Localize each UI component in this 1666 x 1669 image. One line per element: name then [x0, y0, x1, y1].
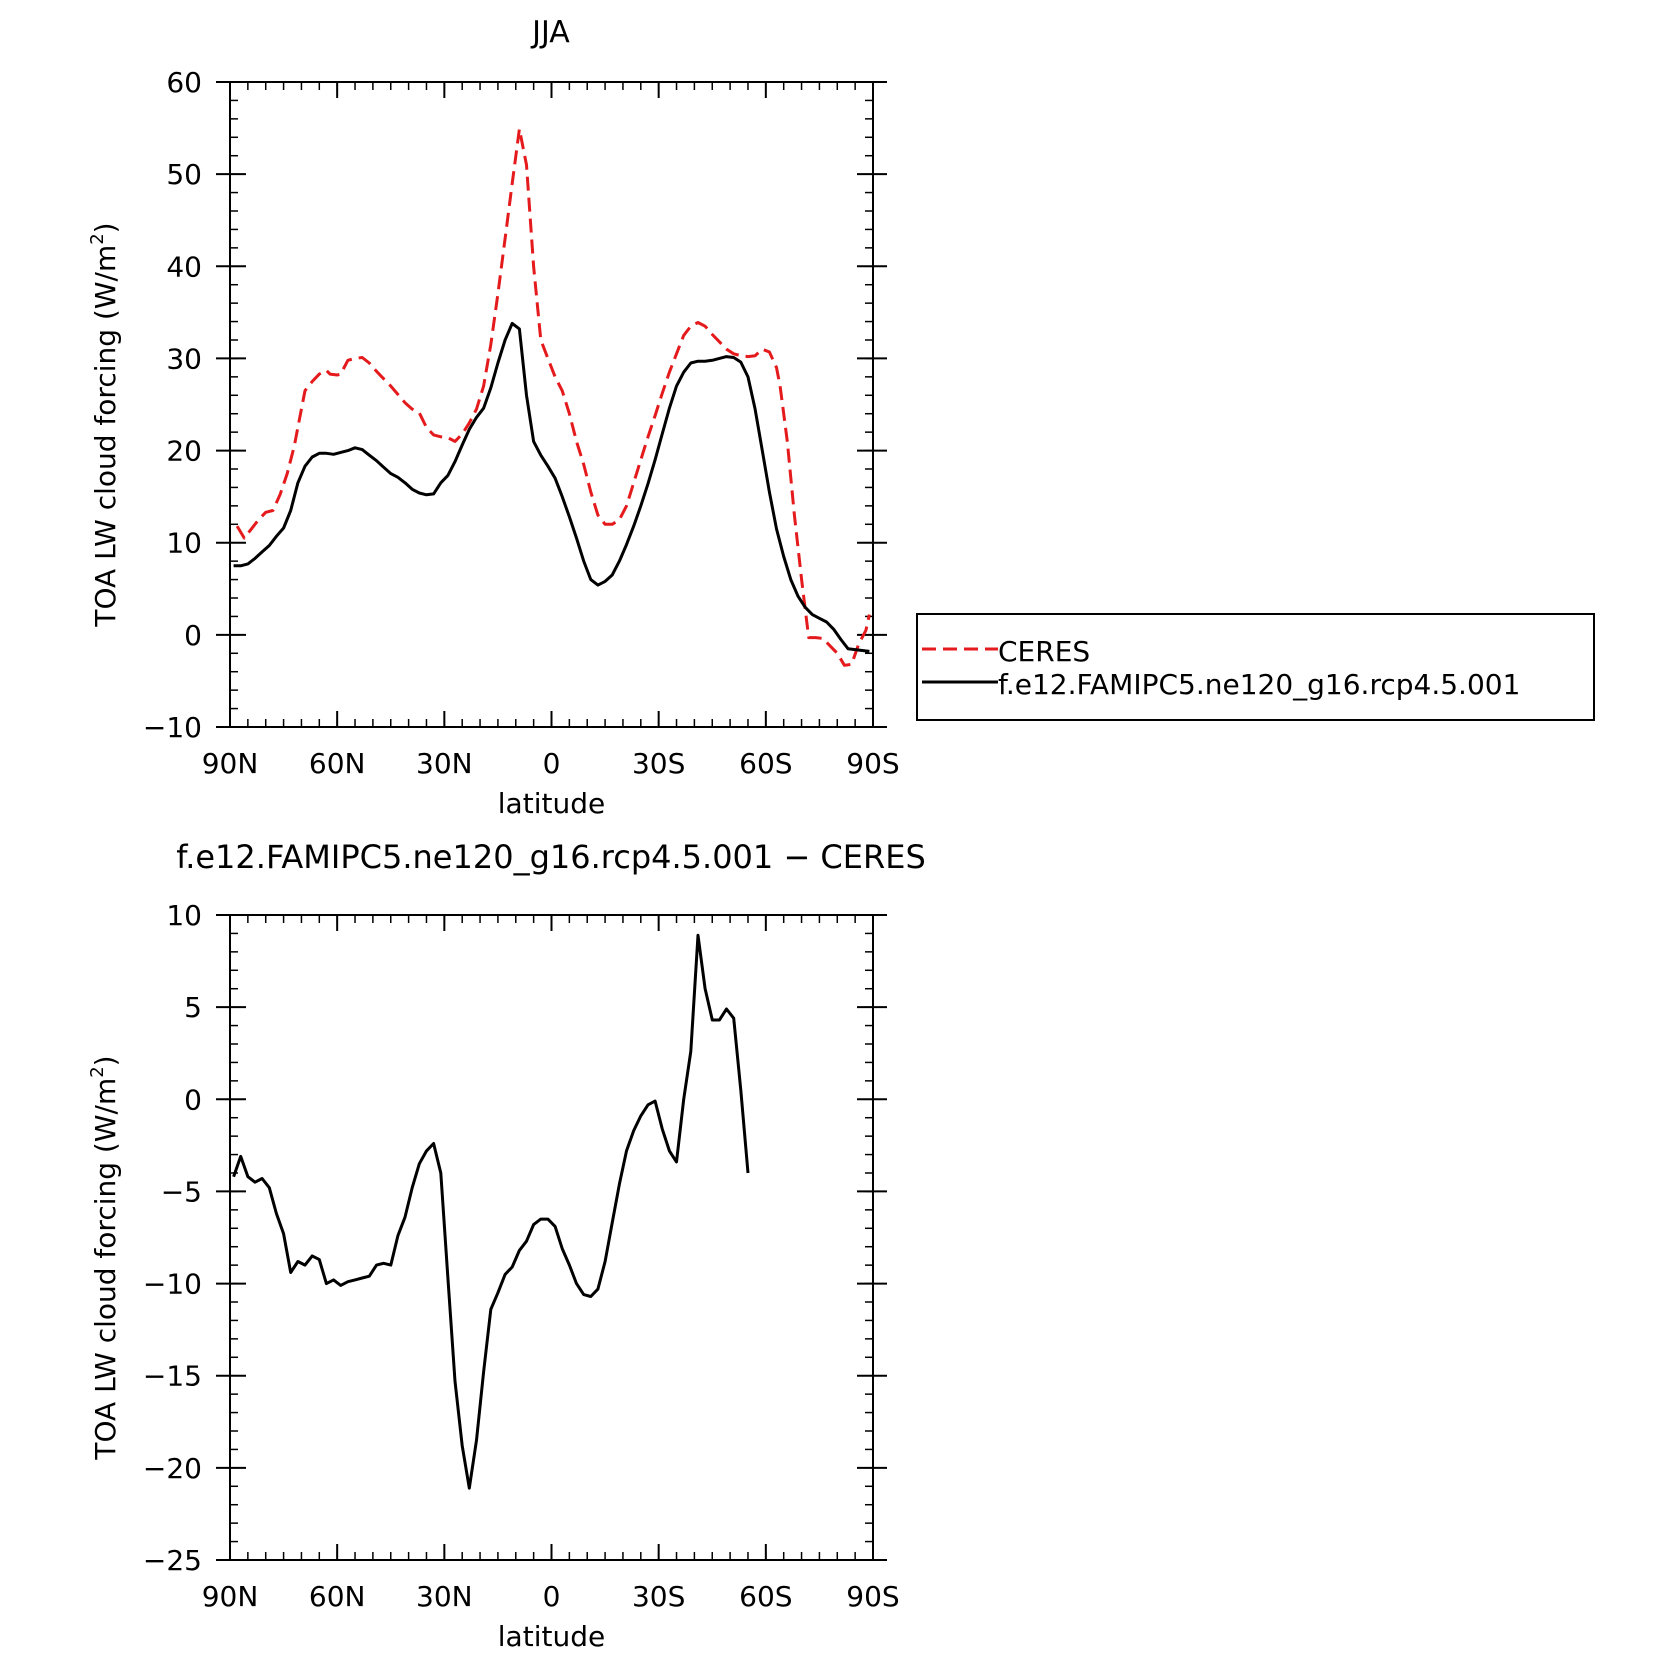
- x-axis-label: latitude: [498, 787, 605, 820]
- legend-label: f.e12.FAMIPC5.ne120_g16.rcp4.5.001: [998, 668, 1520, 701]
- chart-title: JJA: [530, 15, 570, 50]
- y-axis-label: TOA LW cloud forcing (W/m2): [87, 1055, 122, 1460]
- y-tick-label: 20: [166, 435, 202, 468]
- x-tick-label: 90S: [846, 747, 899, 780]
- y-axis-label-main: TOA LW cloud forcing (W/m: [89, 1078, 122, 1461]
- plot-frame: [229, 914, 874, 1561]
- y-tick-label: −15: [143, 1360, 202, 1393]
- x-tick-label: 90N: [202, 747, 259, 780]
- y-tick-label: 0: [184, 1083, 202, 1116]
- y-axis-label-main: TOA LW cloud forcing (W/m: [89, 245, 122, 628]
- x-tick-label: 90N: [202, 1580, 259, 1613]
- legend-box: [916, 613, 1595, 721]
- y-axis-label: TOA LW cloud forcing (W/m2): [87, 222, 122, 627]
- plot-frame: [229, 81, 874, 728]
- x-tick-label: 0: [543, 1580, 561, 1613]
- chart-title: f.e12.FAMIPC5.ne120_g16.rcp4.5.001 − CER…: [176, 838, 926, 876]
- x-tick-label: 60N: [309, 1580, 366, 1613]
- y-tick-label: −10: [143, 711, 202, 744]
- y-axis-label-close: ): [89, 1055, 122, 1066]
- series-line-model: [233, 321, 870, 653]
- series-line-ceres: [235, 127, 871, 667]
- y-tick-label: 10: [166, 527, 202, 560]
- x-tick-label: 60S: [739, 1580, 792, 1613]
- x-tick-label: 60S: [739, 747, 792, 780]
- legend-label: CERES: [998, 635, 1090, 668]
- x-tick-label: 30S: [632, 747, 685, 780]
- y-tick-label: −5: [161, 1175, 202, 1208]
- series-line-difference: [232, 933, 750, 1490]
- y-axis-label-close: ): [89, 222, 122, 233]
- y-tick-label: 50: [166, 158, 202, 191]
- x-tick-label: 30S: [632, 1580, 685, 1613]
- y-tick-label: 30: [166, 342, 202, 375]
- y-tick-label: −20: [143, 1452, 202, 1485]
- chart-panel-2: f.e12.FAMIPC5.ne120_g16.rcp4.5.001 − CER…: [87, 838, 926, 1653]
- x-tick-label: 0: [543, 747, 561, 780]
- y-tick-label: 60: [166, 66, 202, 99]
- y-tick-label: −10: [143, 1268, 202, 1301]
- y-tick-label: 10: [166, 899, 202, 932]
- y-axis-label-sup: 2: [87, 233, 108, 244]
- x-axis-label: latitude: [498, 1620, 605, 1653]
- y-axis-label-sup: 2: [87, 1066, 108, 1077]
- x-tick-label: 30N: [416, 1580, 473, 1613]
- x-tick-label: 30N: [416, 747, 473, 780]
- y-tick-label: 5: [184, 991, 202, 1024]
- y-tick-label: 40: [166, 250, 202, 283]
- y-tick-label: 0: [184, 619, 202, 652]
- x-tick-label: 90S: [846, 1580, 899, 1613]
- x-tick-label: 60N: [309, 747, 366, 780]
- y-tick-label: −25: [143, 1544, 202, 1577]
- chart-panel-1: JJA 90N 60N 30N 0 30S 60S 90S −10 0 10 20 30 40 50 60 la…: [87, 15, 1595, 820]
